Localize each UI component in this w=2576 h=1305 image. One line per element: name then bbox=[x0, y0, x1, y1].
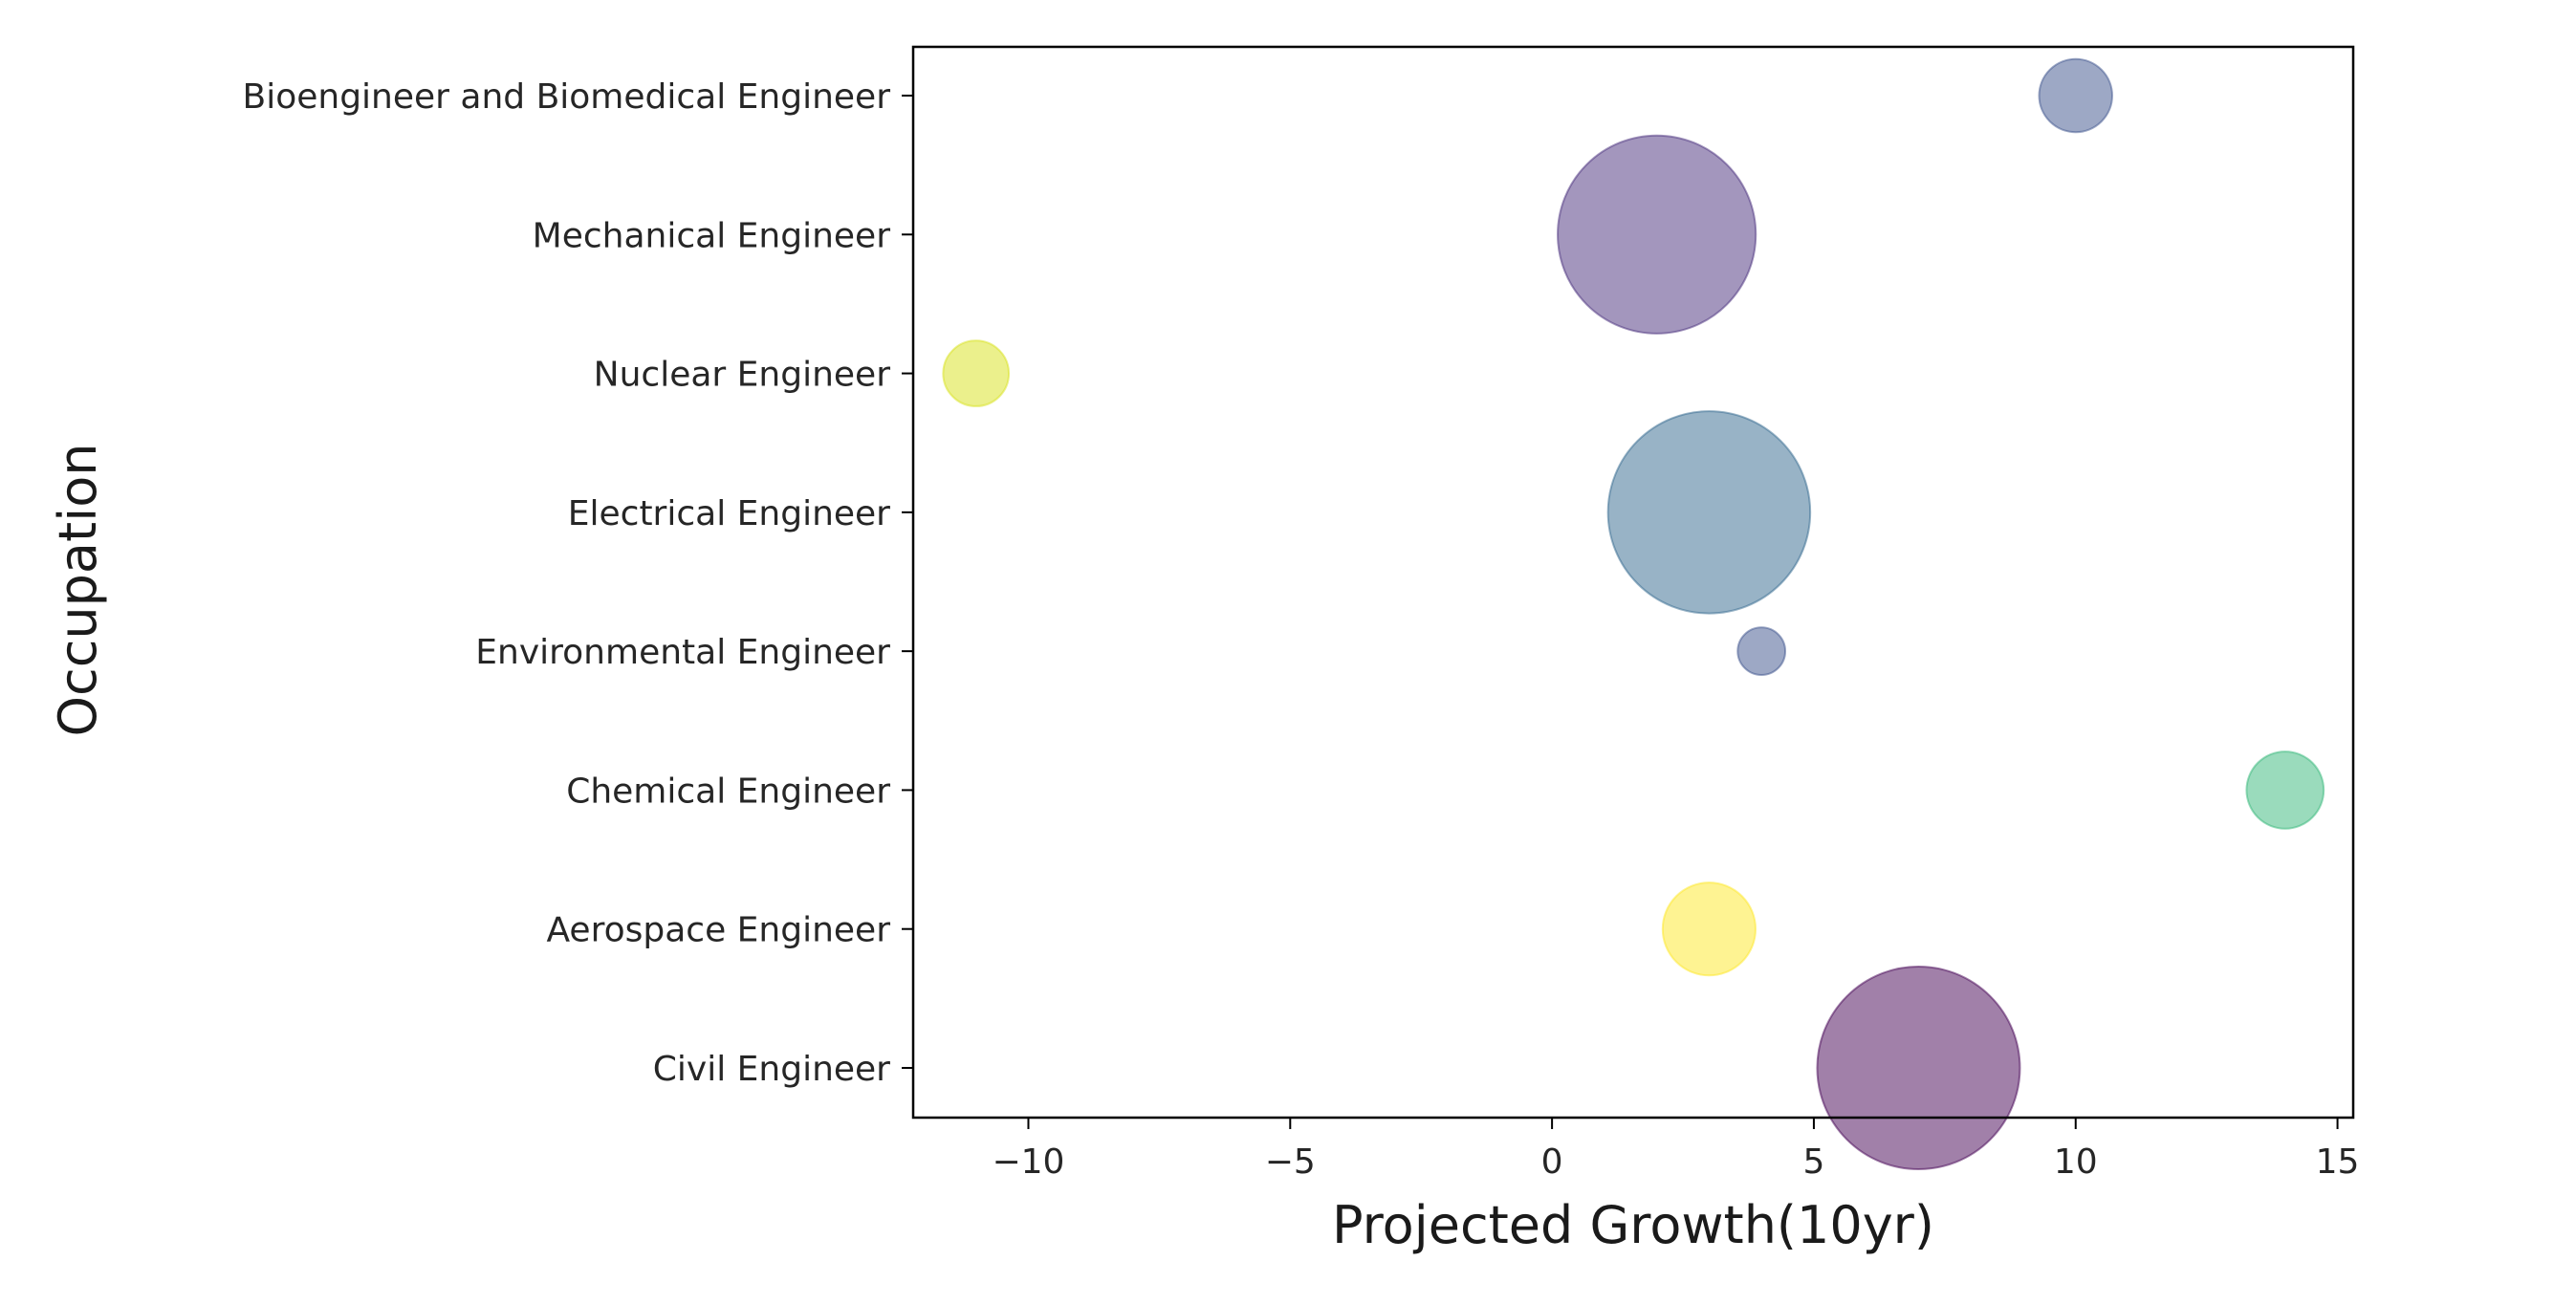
bubble-point bbox=[1557, 134, 1757, 335]
bubble-point bbox=[1736, 626, 1787, 677]
x-tick-label: 10 bbox=[2054, 1142, 2098, 1182]
y-tick-label: Aerospace Engineer bbox=[546, 911, 890, 950]
x-tick-label: −10 bbox=[992, 1142, 1064, 1182]
bubble-point bbox=[942, 339, 1011, 407]
x-tick-label: 15 bbox=[2316, 1142, 2360, 1182]
x-tick-label: 0 bbox=[1541, 1142, 1563, 1182]
y-tick-label: Nuclear Engineer bbox=[594, 356, 891, 395]
y-tick-label: Electrical Engineer bbox=[568, 494, 890, 533]
x-tick-label: −5 bbox=[1265, 1142, 1316, 1182]
x-axis-title: Projected Growth(10yr) bbox=[1332, 1195, 1934, 1255]
y-tick-label: Mechanical Engineer bbox=[533, 216, 891, 255]
bubble-point bbox=[1606, 410, 1812, 615]
y-tick-label: Civil Engineer bbox=[653, 1050, 890, 1089]
bubble-point bbox=[2038, 57, 2113, 134]
y-tick-label: Environmental Engineer bbox=[475, 633, 890, 672]
bubble-point bbox=[1816, 966, 2021, 1170]
bubble-point bbox=[2245, 750, 2325, 830]
x-tick-label: 5 bbox=[1802, 1142, 1824, 1182]
bubble-point bbox=[1661, 881, 1757, 977]
x-axis: −10 −5 0 5 10 15 bbox=[992, 1118, 2359, 1182]
y-tick-label: Chemical Engineer bbox=[566, 772, 890, 811]
y-axis: Civil Engineer Aerospace Engineer Chemical… bbox=[243, 77, 913, 1089]
y-axis-title: Occupation bbox=[48, 444, 108, 737]
plot-frame bbox=[911, 45, 2355, 1120]
y-tick-label: Bioengineer and Biomedical Engineer bbox=[243, 77, 891, 117]
